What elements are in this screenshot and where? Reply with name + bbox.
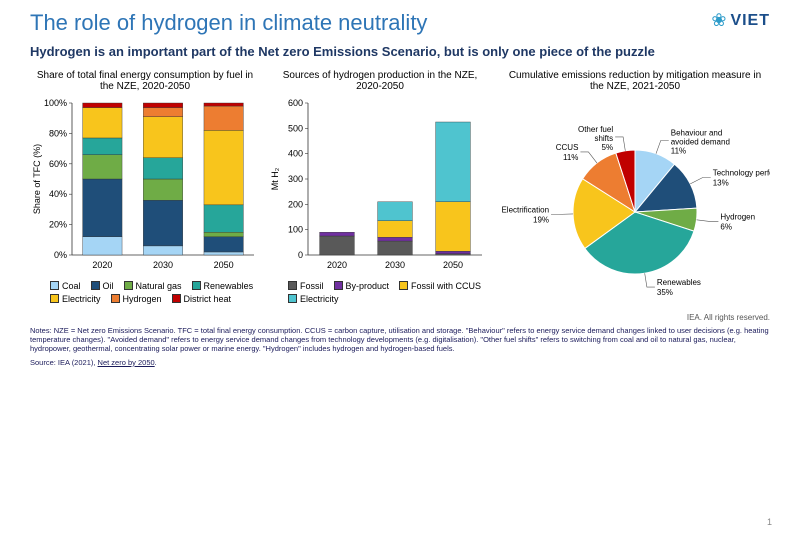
svg-text:6%: 6%	[720, 222, 732, 231]
chart2-svg: 0 100 200 300 400 500 600 Mt H₂ 2020 2030 2050	[268, 97, 488, 277]
logo-text: VIET	[730, 12, 770, 30]
svg-text:Technology performance: Technology performance	[713, 168, 770, 177]
svg-text:Hydrogen: Hydrogen	[720, 212, 755, 221]
svg-text:0%: 0%	[54, 250, 67, 260]
chart2: Sources of hydrogen production in the NZ…	[268, 70, 492, 307]
svg-text:Other fuel: Other fuel	[578, 125, 613, 134]
page-number: 1	[767, 517, 772, 527]
svg-text:300: 300	[288, 174, 303, 184]
svg-text:Behaviour and: Behaviour and	[671, 128, 723, 137]
notes-text: Notes: NZE = Net zero Emissions Scenario…	[30, 326, 770, 354]
legend-item: Natural gas	[124, 281, 182, 291]
svg-text:2030: 2030	[385, 260, 405, 270]
svg-text:CCUS: CCUS	[556, 143, 579, 152]
legend-item: Renewables	[192, 281, 254, 291]
svg-text:19%: 19%	[533, 215, 549, 224]
chart1-legend: Coal Oil Natural gas Renewables Electricity H…	[30, 281, 260, 304]
legend-item: By-product	[334, 281, 390, 291]
chart3-svg: Behaviour andavoided demand11%Technology…	[500, 97, 770, 307]
svg-text:100%: 100%	[44, 98, 67, 108]
legend-item: District heat	[172, 294, 232, 304]
svg-text:Share of TFC (%): Share of TFC (%)	[32, 143, 42, 213]
legend-item: Electricity	[288, 294, 339, 304]
attribution: IEA. All rights reserved.	[30, 313, 770, 322]
chart1-svg: 0% 20% 40% 60% 80% 100% Share of TFC (%) 2020 20…	[30, 97, 260, 277]
svg-text:Mt H₂: Mt H₂	[270, 167, 280, 190]
chart1-title: Share of total final energy consumption …	[30, 70, 260, 93]
chart3-title: Cumulative emissions reduction by mitiga…	[500, 70, 770, 93]
svg-text:20%: 20%	[49, 219, 67, 229]
svg-text:500: 500	[288, 123, 303, 133]
legend-item: Electricity	[50, 294, 101, 304]
svg-text:2020: 2020	[92, 260, 112, 270]
svg-text:100: 100	[288, 224, 303, 234]
svg-text:400: 400	[288, 148, 303, 158]
svg-text:11%: 11%	[671, 146, 686, 155]
legend-item: Fossil with CCUS	[399, 281, 481, 291]
svg-text:60%: 60%	[49, 158, 67, 168]
svg-text:35%: 35%	[657, 288, 673, 297]
chart2-title: Sources of hydrogen production in the NZ…	[268, 70, 492, 93]
legend-item: Hydrogen	[111, 294, 162, 304]
svg-text:2020: 2020	[327, 260, 347, 270]
page-title: The role of hydrogen in climate neutrali…	[30, 10, 770, 36]
source-prefix: Source: IEA (2021),	[30, 358, 98, 367]
chart3: Cumulative emissions reduction by mitiga…	[500, 70, 770, 307]
svg-text:2030: 2030	[153, 260, 173, 270]
svg-text:2050: 2050	[214, 260, 234, 270]
svg-text:600: 600	[288, 98, 303, 108]
svg-text:200: 200	[288, 199, 303, 209]
legend-item: Coal	[50, 281, 81, 291]
source-link[interactable]: Net zero by 2050	[98, 358, 155, 367]
svg-text:0: 0	[298, 250, 303, 260]
charts-row: Share of total final energy consumption …	[30, 70, 770, 307]
source: Source: IEA (2021), Net zero by 2050.	[30, 358, 770, 367]
legend-item: Fossil	[288, 281, 324, 291]
svg-text:40%: 40%	[49, 189, 67, 199]
svg-text:80%: 80%	[49, 128, 67, 138]
svg-text:2050: 2050	[443, 260, 463, 270]
legend-item: Oil	[91, 281, 114, 291]
svg-text:11%: 11%	[563, 153, 578, 162]
chart2-legend: Fossil By-product Fossil with CCUS Electric…	[268, 281, 492, 304]
logo: ❀ VIET	[711, 10, 770, 31]
chart1: Share of total final energy consumption …	[30, 70, 260, 307]
svg-text:Electrification: Electrification	[501, 205, 549, 214]
svg-text:shifts: shifts	[594, 134, 613, 143]
svg-text:5%: 5%	[602, 143, 614, 152]
svg-text:13%: 13%	[713, 178, 729, 187]
svg-text:Renewables: Renewables	[657, 278, 701, 287]
page-subtitle: Hydrogen is an important part of the Net…	[30, 44, 770, 60]
leaf-icon: ❀	[711, 10, 726, 31]
svg-text:avoided demand: avoided demand	[671, 137, 730, 146]
